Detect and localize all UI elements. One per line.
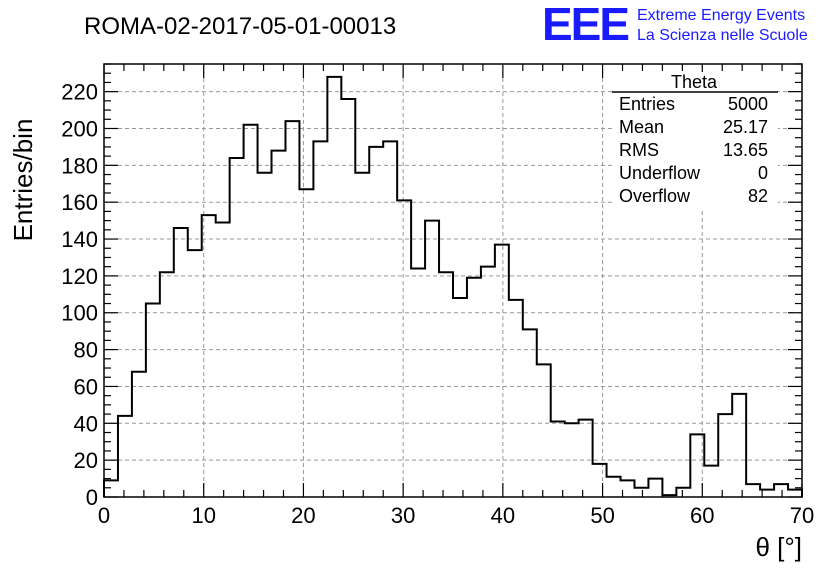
histogram-bin (146, 304, 160, 497)
eee-logo-letters: EEE (542, 0, 628, 50)
histogram-bin (285, 121, 299, 497)
y-tick-label: 40 (74, 411, 98, 436)
x-tick-label: 10 (191, 503, 215, 528)
histogram-bin (244, 125, 258, 497)
histogram-bin (481, 267, 495, 497)
stats-row-value: 5000 (728, 94, 768, 114)
y-tick-label: 20 (74, 448, 98, 473)
histogram-bin (579, 420, 593, 497)
x-tick-label: 40 (491, 503, 515, 528)
stats-row-label: Overflow (619, 186, 691, 206)
histogram-bin (565, 423, 579, 497)
histogram-bin (746, 484, 760, 497)
x-tick-label: 30 (391, 503, 415, 528)
histogram-bin (718, 414, 732, 497)
histogram-bin (676, 488, 690, 497)
histogram-bin (299, 189, 313, 497)
histogram-bin (132, 372, 146, 497)
histogram-bin (258, 173, 272, 497)
stats-row-label: Mean (619, 117, 664, 137)
stats-box-title: Theta (671, 72, 718, 92)
histogram-bin (202, 215, 216, 497)
y-axis-label: Entries/bin (8, 119, 38, 242)
histogram-bin (593, 464, 607, 497)
y-tick-label: 180 (61, 153, 98, 178)
tick-labels: 0 10 20 30 40 50 60 70 0 20 40 60 80 100 120 140 160 180 2… (61, 80, 814, 528)
histogram-bin (188, 250, 202, 497)
stats-row-label: Entries (619, 94, 675, 114)
x-axis-label: θ [°] (755, 532, 802, 562)
histogram-bin (453, 298, 467, 497)
stats-box-background (612, 72, 778, 210)
histogram-bin (467, 278, 481, 497)
histogram-bin (411, 269, 425, 497)
x-tick-label: 20 (291, 503, 315, 528)
histogram-bin (174, 228, 188, 497)
chart-title: ROMA-02-2017-05-01-00013 (84, 13, 396, 40)
histogram-bin (495, 245, 509, 497)
histogram-bin (648, 479, 662, 497)
histogram-bin (509, 300, 523, 497)
x-tick-label: 60 (690, 503, 714, 528)
histogram-bin (704, 466, 718, 497)
histogram-bin (397, 200, 411, 497)
histogram-bin (355, 173, 369, 497)
stats-box: Theta Entries 5000 Mean 25.17 RMS 13.65 Underf… (612, 72, 778, 210)
plot-border (103, 63, 803, 498)
histogram-series (103, 75, 803, 497)
x-tick-label: 70 (790, 503, 814, 528)
histogram-bin (369, 147, 383, 497)
stats-row-label: Underflow (619, 163, 701, 183)
histogram-bin (537, 364, 551, 497)
y-tick-label: 120 (61, 264, 98, 289)
y-tick-label: 220 (61, 80, 98, 105)
y-tick-label: 200 (61, 116, 98, 141)
histogram-bin (732, 394, 746, 497)
stats-row-value: 25.17 (723, 117, 768, 137)
y-tick-label: 160 (61, 190, 98, 215)
histogram-bin (313, 141, 327, 497)
histogram-bin (272, 151, 286, 497)
y-tick-label: 0 (86, 485, 98, 510)
stats-row-value: 82 (748, 186, 768, 206)
x-tick-label: 0 (98, 503, 110, 528)
histogram-bin (383, 141, 397, 497)
histogram-bin (216, 222, 230, 497)
y-tick-label: 140 (61, 227, 98, 252)
eee-logo-line2: La Scienza nelle Scuole (637, 27, 808, 44)
histogram-bin (118, 416, 132, 497)
axis-ticks (103, 63, 803, 498)
histogram-bin (439, 272, 453, 497)
histogram-bin (788, 490, 802, 497)
histogram-outline (103, 75, 803, 497)
stats-row-value: 0 (758, 163, 768, 183)
y-tick-label: 80 (74, 338, 98, 363)
histogram-bin (634, 488, 648, 497)
eee-logo-line1: Extreme Energy Events (637, 7, 805, 24)
histogram-bin (341, 99, 355, 497)
eee-logo: EEE Extreme Energy Events La Scienza nel… (542, 0, 808, 50)
histogram-bin (160, 272, 174, 497)
plot-frame (103, 63, 803, 498)
stats-row-value: 13.65 (723, 140, 768, 160)
histogram-bin (523, 329, 537, 497)
stats-row-label: RMS (619, 140, 659, 160)
y-tick-label: 100 (61, 301, 98, 326)
histogram-bin (774, 484, 788, 497)
x-tick-label: 50 (590, 503, 614, 528)
histogram-bin (230, 158, 244, 497)
histogram-bin (104, 480, 118, 497)
histogram-bin (425, 221, 439, 497)
histogram-bin (607, 477, 621, 497)
histogram-bin (327, 77, 341, 497)
histogram-bin (551, 421, 565, 497)
y-tick-label: 60 (74, 374, 98, 399)
